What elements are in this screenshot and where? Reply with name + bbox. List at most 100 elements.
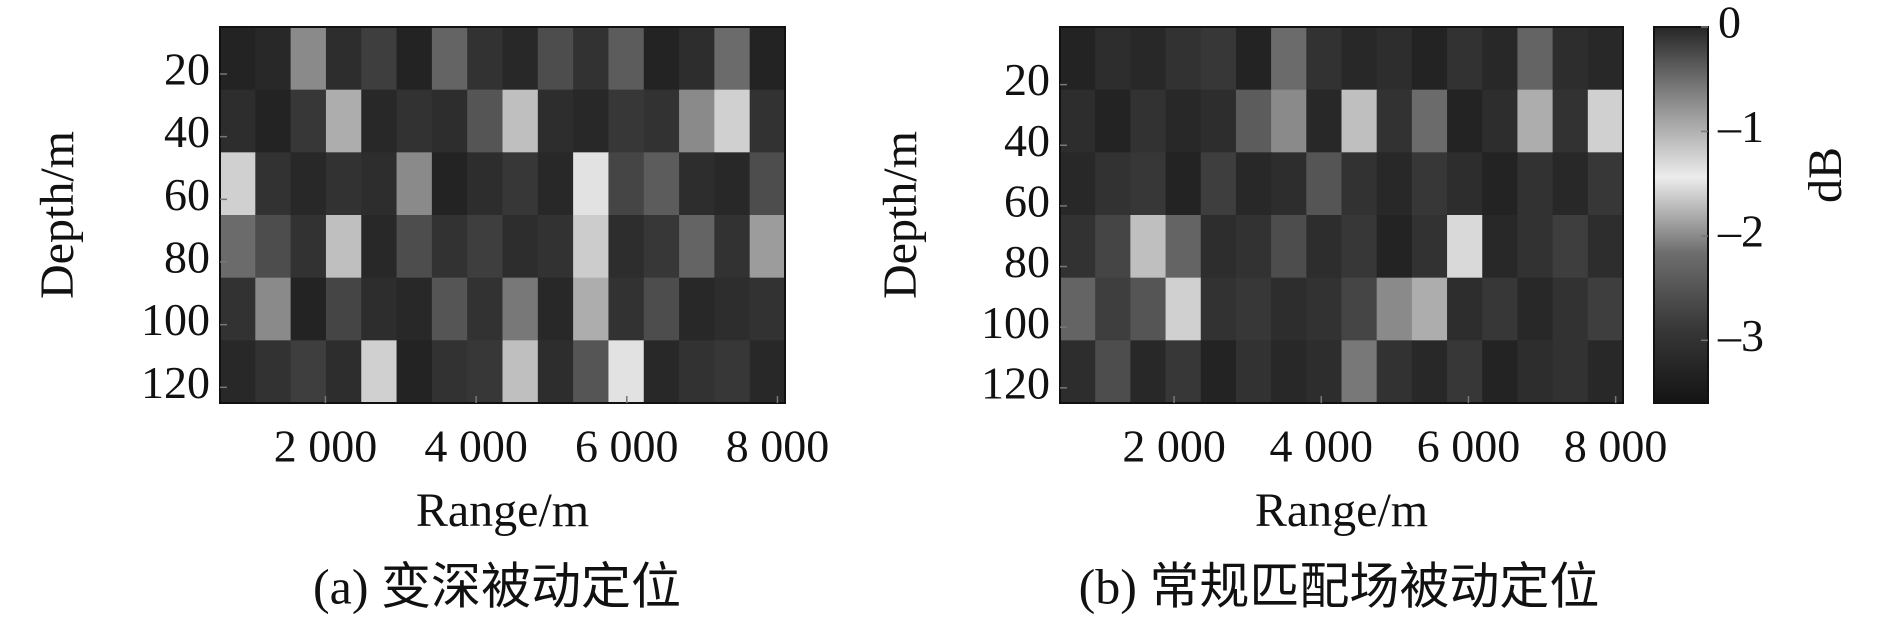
heat-cell: [361, 89, 398, 153]
heat-cell: [679, 27, 715, 91]
x-tick-label: 2 000: [1122, 421, 1226, 472]
heat-cell: [1095, 152, 1131, 216]
heat-cell: [255, 340, 292, 404]
heat-cell: [1376, 340, 1413, 404]
x-tick-label: 8 000: [1564, 421, 1668, 472]
heat-cell: [643, 340, 680, 404]
heat-cell: [1376, 215, 1413, 279]
heat-cell: [1130, 89, 1167, 153]
heat-cell: [1095, 89, 1131, 153]
heat-cell: [608, 215, 645, 279]
heat-cell: [679, 152, 715, 216]
heat-cell: [255, 277, 292, 341]
heat-cell: [537, 340, 574, 404]
heat-cell: [1165, 277, 1202, 341]
heat-cell: [714, 215, 751, 279]
heat-cell: [1060, 89, 1096, 153]
heat-cell: [290, 215, 327, 279]
heat-cell: [1235, 27, 1272, 91]
heat-cell: [1447, 89, 1483, 153]
heat-cell: [290, 277, 327, 341]
heat-cell: [1482, 89, 1518, 153]
x-tick-label: 2 000: [274, 421, 378, 472]
heat-cell: [1447, 340, 1483, 404]
heat-cell: [1411, 89, 1448, 153]
heat-cell: [1060, 215, 1096, 279]
heat-cell: [1517, 27, 1554, 91]
heat-cell: [643, 27, 680, 91]
heat-cell: [361, 27, 398, 91]
heat-cell: [1411, 277, 1448, 341]
heat-cell: [1130, 277, 1167, 341]
heat-cell: [1130, 152, 1167, 216]
heat-cell: [1482, 277, 1518, 341]
heat-cell: [714, 27, 751, 91]
heat-cell: [749, 27, 786, 91]
heat-cell: [1165, 152, 1202, 216]
heat-cell: [1165, 89, 1202, 153]
heat-cell: [1587, 277, 1624, 341]
heat-cell: [396, 277, 433, 341]
heat-cell: [361, 152, 398, 216]
heat-cell: [1447, 27, 1483, 91]
heat-cell: [679, 277, 715, 341]
heat-cell: [396, 89, 433, 153]
heat-cell: [1552, 27, 1589, 91]
heat-cell: [1165, 340, 1202, 404]
y-tick-label: 100: [981, 297, 1050, 348]
heat-cell: [608, 340, 645, 404]
heat-cell: [1060, 340, 1096, 404]
heat-cell: [1306, 215, 1342, 279]
heat-cell: [290, 89, 327, 153]
heat-cell: [325, 89, 362, 153]
heat-cell: [1165, 27, 1202, 91]
heat-cell: [537, 215, 574, 279]
heat-cell: [1376, 152, 1413, 216]
heat-cell: [749, 152, 786, 216]
heat-cell: [1130, 340, 1167, 404]
heat-cell: [1060, 277, 1096, 341]
colorbar-label: dB: [1799, 147, 1852, 203]
x-tick-label: 4 000: [424, 421, 528, 472]
colorbar-tick-label: –3: [1717, 310, 1764, 361]
heat-cell: [1095, 277, 1131, 341]
heat-cell: [255, 27, 292, 91]
heat-cell: [396, 152, 433, 216]
heat-cell: [573, 27, 609, 91]
heat-cell: [325, 152, 362, 216]
heat-cell: [1130, 215, 1167, 279]
heat-cell: [714, 277, 751, 341]
y-tick-label: 120: [141, 357, 210, 408]
heat-cell: [608, 152, 645, 216]
heat-cell: [1341, 215, 1378, 279]
heat-cell: [1165, 215, 1202, 279]
heat-cell: [1095, 27, 1131, 91]
heat-cell: [1376, 89, 1413, 153]
heat-cell: [537, 27, 574, 91]
heat-cell: [1235, 340, 1272, 404]
heat-cell: [679, 340, 715, 404]
heat-cell: [502, 277, 539, 341]
heat-cell: [1060, 152, 1096, 216]
heat-cell: [431, 152, 468, 216]
heat-cell: [1271, 340, 1307, 404]
heat-cell: [467, 277, 503, 341]
heat-cell: [1517, 340, 1554, 404]
heat-cell: [1341, 27, 1378, 91]
x-tick-label: 6 000: [575, 421, 679, 472]
colorbar-tick-label: –1: [1717, 101, 1764, 152]
heat-cell: [220, 27, 256, 91]
heat-cell: [1200, 89, 1237, 153]
heat-cell: [467, 89, 503, 153]
heat-cell: [573, 89, 609, 153]
heat-cell: [1271, 89, 1307, 153]
heat-cell: [431, 89, 468, 153]
heat-cell: [1411, 152, 1448, 216]
y-tick-label: 80: [1004, 236, 1050, 287]
heat-cell: [1447, 277, 1483, 341]
x-tick-label: 8 000: [726, 421, 830, 472]
heat-cell: [361, 340, 398, 404]
colorbar-tick-label: –2: [1717, 205, 1764, 256]
y-tick-label: 40: [1004, 115, 1050, 166]
heat-cell: [396, 340, 433, 404]
